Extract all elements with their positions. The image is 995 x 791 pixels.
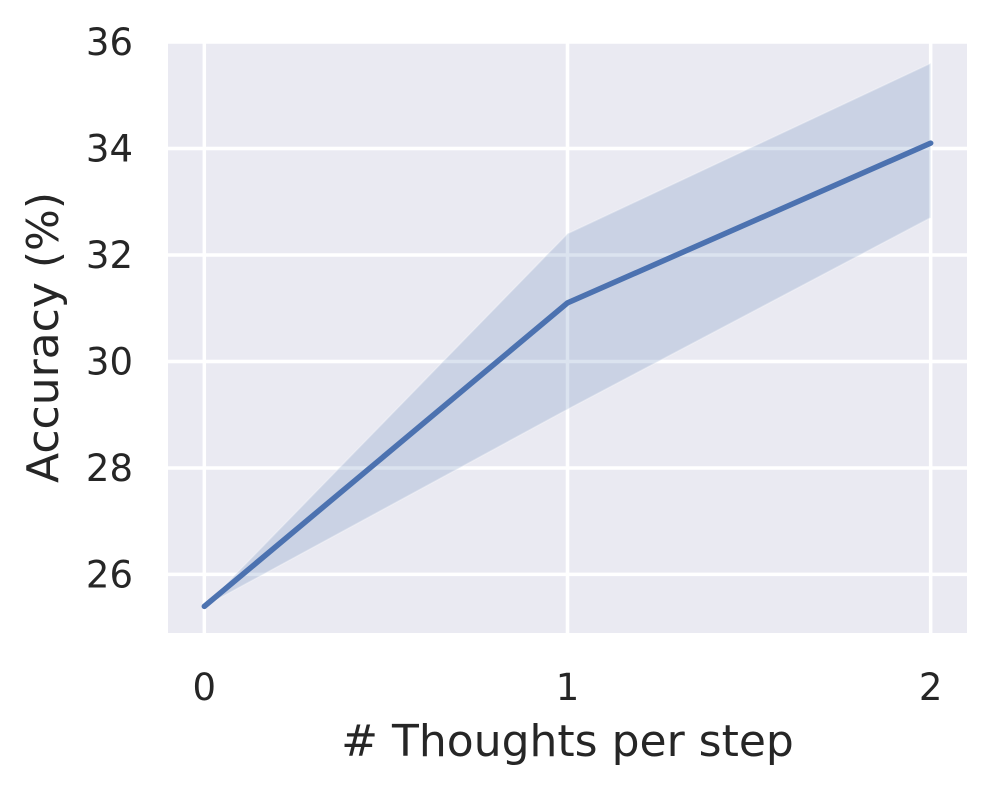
y-tick-label: 28 (86, 447, 133, 490)
x-tick-label: 2 (919, 666, 943, 709)
y-tick-label: 30 (86, 340, 133, 383)
x-tick-label: 1 (556, 666, 580, 709)
accuracy-line (201, 140, 934, 610)
x-axis-label: # Thoughts per step (341, 716, 794, 767)
y-tick-label: 34 (86, 127, 133, 170)
x-tick-labels: 0 1 2 (193, 666, 943, 709)
y-tick-label: 26 (86, 553, 133, 596)
y-tick-labels: 26 28 30 32 34 36 (86, 21, 133, 596)
x-tick-label: 0 (193, 666, 217, 709)
y-tick-label: 32 (86, 234, 133, 277)
y-axis-label: Accuracy (%) (18, 192, 69, 483)
y-tick-label: 36 (86, 21, 133, 64)
